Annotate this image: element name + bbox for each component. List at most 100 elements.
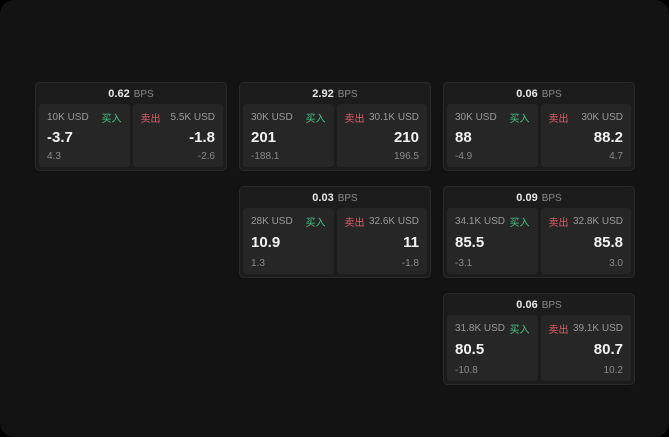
spread-unit: BPS <box>541 89 562 100</box>
spread-header: 0.06 BPS <box>444 83 634 104</box>
buy-size: 28K USD <box>251 216 293 227</box>
spread-value: 0.09 <box>516 192 538 204</box>
spread-value: 0.62 <box>108 88 130 100</box>
spread-unit: BPS <box>541 193 562 204</box>
sell-panel[interactable]: 卖出 30.1K USD 210 196.5 <box>336 104 427 167</box>
quote-panels: 31.8K USD 买入 80.5 -10.8 卖出 39.1K USD 80.… <box>444 315 634 384</box>
sell-label: 卖出 <box>548 325 569 336</box>
buy-size: 10K USD <box>47 112 89 123</box>
buy-label: 买入 <box>509 218 530 229</box>
buy-delta: -10.8 <box>455 365 478 376</box>
buy-label: 买入 <box>305 114 326 125</box>
buy-price: 85.5 <box>455 234 485 252</box>
sell-header-row: 卖出 39.1K USD <box>549 321 624 336</box>
spread-unit: BPS <box>541 300 562 311</box>
buy-header-row: 30K USD 买入 <box>251 110 326 125</box>
sell-price: 80.7 <box>593 341 623 359</box>
sell-delta: -1.8 <box>401 258 419 269</box>
buy-size: 34.1K USD <box>455 216 506 227</box>
sell-size: 32.6K USD <box>368 216 419 227</box>
buy-header-row: 34.1K USD 买入 <box>455 214 530 229</box>
quote-card: 0.06 BPS 30K USD 买入 88 -4.9 卖出 30K USD 8… <box>443 82 635 171</box>
buy-panel[interactable]: 30K USD 买入 88 -4.9 <box>447 104 538 167</box>
buy-label: 买入 <box>509 114 530 125</box>
quote-card: 0.06 BPS 31.8K USD 买入 80.5 -10.8 卖出 39.1… <box>443 293 635 385</box>
sell-size: 32.8K USD <box>572 216 623 227</box>
buy-panel[interactable]: 31.8K USD 买入 80.5 -10.8 <box>447 315 538 381</box>
buy-price: 10.9 <box>251 234 281 252</box>
buy-header-row: 28K USD 买入 <box>251 214 326 229</box>
quote-panels: 34.1K USD 买入 85.5 -3.1 卖出 32.8K USD 85.8… <box>444 208 634 277</box>
buy-delta: 1.3 <box>251 258 265 269</box>
sell-header-row: 卖出 32.6K USD <box>345 214 420 229</box>
spread-unit: BPS <box>337 89 358 100</box>
buy-delta: -4.9 <box>455 151 473 162</box>
sell-panel[interactable]: 卖出 30K USD 88.2 4.7 <box>540 104 631 167</box>
quote-card: 0.09 BPS 34.1K USD 买入 85.5 -3.1 卖出 32.8K… <box>443 186 635 278</box>
spread-header: 0.03 BPS <box>240 187 430 208</box>
sell-price: 85.8 <box>593 234 623 252</box>
sell-header-row: 卖出 30K USD <box>549 110 624 125</box>
sell-panel[interactable]: 卖出 39.1K USD 80.7 10.2 <box>540 315 631 381</box>
sell-label: 卖出 <box>140 114 161 125</box>
quote-panels: 10K USD 买入 -3.7 4.3 卖出 5.5K USD -1.8 -2.… <box>36 104 226 170</box>
quote-card: 0.03 BPS 28K USD 买入 10.9 1.3 卖出 32.6K US… <box>239 186 431 278</box>
buy-header-row: 30K USD 买入 <box>455 110 530 125</box>
quote-panels: 28K USD 买入 10.9 1.3 卖出 32.6K USD 11 -1.8 <box>240 208 430 277</box>
sell-label: 卖出 <box>344 114 365 125</box>
buy-label: 买入 <box>305 218 326 229</box>
sell-panel[interactable]: 卖出 5.5K USD -1.8 -2.6 <box>132 104 223 167</box>
quote-card: 2.92 BPS 30K USD 买入 201 -188.1 卖出 30.1K … <box>239 82 431 171</box>
sell-price: 11 <box>403 234 419 252</box>
sell-delta: 4.7 <box>609 151 623 162</box>
sell-delta: 3.0 <box>609 258 623 269</box>
buy-price: 80.5 <box>455 341 485 359</box>
buy-panel[interactable]: 34.1K USD 买入 85.5 -3.1 <box>447 208 538 274</box>
sell-delta: 10.2 <box>603 365 623 376</box>
buy-label: 买入 <box>509 325 530 336</box>
quote-card: 0.62 BPS 10K USD 买入 -3.7 4.3 卖出 5.5K USD… <box>35 82 227 171</box>
buy-delta: 4.3 <box>47 151 61 162</box>
buy-header-row: 10K USD 买入 <box>47 110 122 125</box>
sell-size: 39.1K USD <box>572 323 623 334</box>
sell-panel[interactable]: 卖出 32.8K USD 85.8 3.0 <box>540 208 631 274</box>
buy-delta: -3.1 <box>455 258 473 269</box>
sell-price: -1.8 <box>189 128 215 146</box>
sell-price: 88.2 <box>593 128 623 146</box>
buy-size: 30K USD <box>251 112 293 123</box>
spread-unit: BPS <box>337 193 358 204</box>
buy-price: 201 <box>251 128 277 146</box>
sell-size: 5.5K USD <box>170 112 215 123</box>
buy-size: 30K USD <box>455 112 497 123</box>
buy-label: 买入 <box>101 114 122 125</box>
quote-panels: 30K USD 买入 201 -188.1 卖出 30.1K USD 210 1… <box>240 104 430 170</box>
buy-panel[interactable]: 28K USD 买入 10.9 1.3 <box>243 208 334 274</box>
sell-delta: 196.5 <box>393 151 419 162</box>
spread-value: 0.06 <box>516 88 538 100</box>
sell-header-row: 卖出 30.1K USD <box>345 110 420 125</box>
sell-panel[interactable]: 卖出 32.6K USD 11 -1.8 <box>336 208 427 274</box>
sell-size: 30K USD <box>581 112 623 123</box>
buy-price: 88 <box>455 128 472 146</box>
spread-value: 0.06 <box>516 299 538 311</box>
sell-label: 卖出 <box>548 114 569 125</box>
spread-value: 0.03 <box>312 192 334 204</box>
sell-label: 卖出 <box>344 218 365 229</box>
buy-header-row: 31.8K USD 买入 <box>455 321 530 336</box>
quote-panels: 30K USD 买入 88 -4.9 卖出 30K USD 88.2 4.7 <box>444 104 634 170</box>
spread-header: 0.62 BPS <box>36 83 226 104</box>
buy-delta: -188.1 <box>251 151 280 162</box>
spread-unit: BPS <box>133 89 154 100</box>
buy-panel[interactable]: 30K USD 买入 201 -188.1 <box>243 104 334 167</box>
sell-header-row: 卖出 32.8K USD <box>549 214 624 229</box>
sell-size: 30.1K USD <box>368 112 419 123</box>
spread-header: 0.06 BPS <box>444 294 634 315</box>
spread-header: 2.92 BPS <box>240 83 430 104</box>
buy-panel[interactable]: 10K USD 买入 -3.7 4.3 <box>39 104 130 167</box>
spread-value: 2.92 <box>312 88 334 100</box>
sell-price: 210 <box>393 128 419 146</box>
spread-header: 0.09 BPS <box>444 187 634 208</box>
buy-size: 31.8K USD <box>455 323 506 334</box>
sell-delta: -2.6 <box>197 151 215 162</box>
